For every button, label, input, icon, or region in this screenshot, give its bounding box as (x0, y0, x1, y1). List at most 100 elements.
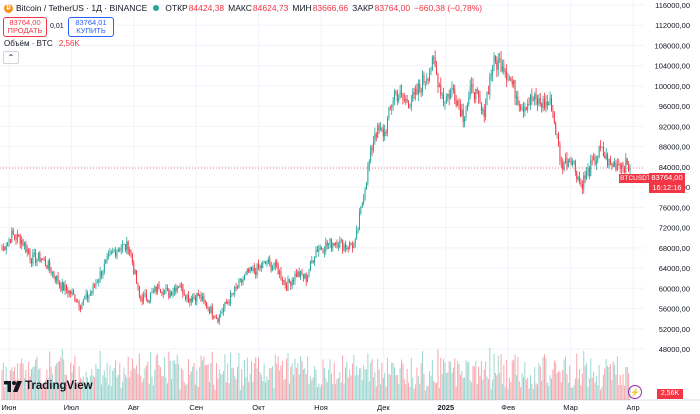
buy-price: 83764,01 (75, 18, 107, 27)
volume-bar (483, 369, 485, 400)
volume-bar (544, 354, 546, 400)
candle-body (371, 147, 373, 151)
candle-body (584, 175, 586, 179)
symbol-title[interactable]: Bitcoin / TetherUS · 1Д · BINANCE (16, 3, 148, 13)
candle-body (266, 263, 268, 265)
volume-bar (56, 363, 58, 400)
candle-body (57, 276, 59, 283)
candle-body (88, 295, 90, 299)
candle-body (545, 101, 547, 108)
candle-body (65, 284, 67, 291)
y-axis-label: 56000,00 (659, 305, 690, 314)
volume-bar (402, 363, 404, 400)
candle-body (499, 58, 501, 60)
volume-bar (538, 363, 540, 400)
volume-bar (214, 389, 216, 400)
candle-body (563, 163, 565, 170)
volume-bar (347, 377, 349, 400)
volume-bar (312, 377, 314, 400)
candle-body (258, 264, 260, 269)
candle-body (323, 251, 325, 253)
volume-legend-label: Объём · BTC (4, 39, 53, 48)
candle-body (321, 247, 323, 250)
x-axis-label: Фев (501, 403, 515, 412)
volume-legend-value: 2,56K (58, 39, 80, 48)
volume-bar (130, 370, 132, 400)
volume-bar (351, 363, 353, 400)
volume-bar (272, 366, 274, 400)
volume-bar (199, 367, 201, 400)
candle-body (178, 286, 180, 287)
candle-body (141, 297, 143, 302)
volume-legend[interactable]: Объём · BTC 2,56K (4, 39, 80, 48)
candle-body (50, 268, 52, 274)
tradingview-logo[interactable]: TradingView (4, 380, 93, 392)
tradingview-logo-text: TradingView (25, 380, 93, 392)
candle-body (91, 291, 93, 294)
candle-body (434, 57, 436, 67)
candle-body (478, 90, 480, 98)
volume-bar (329, 359, 331, 400)
candle-body (102, 271, 104, 276)
candle-body (213, 315, 215, 318)
volume-bar (332, 383, 334, 400)
volume-bar (291, 363, 293, 400)
volume-bar (595, 375, 597, 400)
candle-body (487, 91, 489, 95)
candle-body (602, 146, 604, 156)
volume-bar (581, 373, 583, 400)
volume-bar (342, 355, 344, 400)
candle-body (601, 146, 603, 148)
candle-body (196, 293, 198, 302)
volume-bar (517, 356, 519, 400)
volume-bar (286, 358, 288, 400)
candle-body (611, 163, 613, 165)
volume-bar (549, 375, 551, 400)
candle-body (510, 78, 512, 82)
candle-body (440, 84, 442, 96)
buy-button[interactable]: 83764,01 КУПИТЬ (68, 17, 114, 37)
candle-body (480, 103, 482, 111)
sell-button[interactable]: 83764,00 ПРОДАТЬ (3, 17, 47, 37)
candle-body (430, 70, 432, 73)
volume-bar (473, 366, 475, 400)
candle-body (454, 89, 456, 101)
candle-body (143, 294, 145, 302)
candle-body (166, 288, 168, 290)
candle-body (222, 307, 224, 312)
chevron-up-icon[interactable]: ⌃ (3, 51, 19, 64)
candle-body (378, 125, 380, 131)
candle-body (559, 144, 561, 161)
volume-bar (556, 373, 558, 400)
candle-body (464, 118, 466, 122)
volume-bar (255, 357, 257, 400)
candle-body (570, 161, 572, 165)
candle-body (520, 106, 522, 110)
volume-bar (274, 354, 276, 400)
candle-body (587, 168, 589, 172)
candle-body (154, 286, 156, 291)
candle-body (422, 74, 424, 92)
volume-bar (443, 358, 445, 400)
candle-body (560, 160, 562, 162)
volume-bar (96, 368, 98, 400)
volume-bar (579, 369, 581, 400)
lightning-icon[interactable]: ⚡ (628, 385, 642, 399)
volume-bar (451, 372, 453, 400)
volume-bar (300, 356, 302, 400)
candle-body (536, 98, 538, 105)
candle-body (51, 271, 53, 274)
candle-body (5, 246, 7, 250)
candle-body (260, 265, 262, 268)
candle-body (211, 306, 213, 316)
volume-bar (520, 387, 522, 400)
volume-bar (98, 368, 100, 400)
volume-bar (612, 361, 614, 400)
candle-body (357, 228, 359, 231)
candle-body (241, 279, 243, 283)
volume-bar (476, 384, 478, 400)
market-status-icon (153, 5, 160, 11)
volume-bar (151, 376, 153, 400)
